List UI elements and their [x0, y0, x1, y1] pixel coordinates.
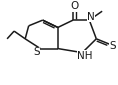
- Text: S: S: [109, 41, 116, 51]
- Text: O: O: [70, 1, 78, 11]
- Text: S: S: [33, 47, 40, 57]
- Text: N: N: [87, 12, 95, 22]
- Text: NH: NH: [78, 51, 93, 61]
